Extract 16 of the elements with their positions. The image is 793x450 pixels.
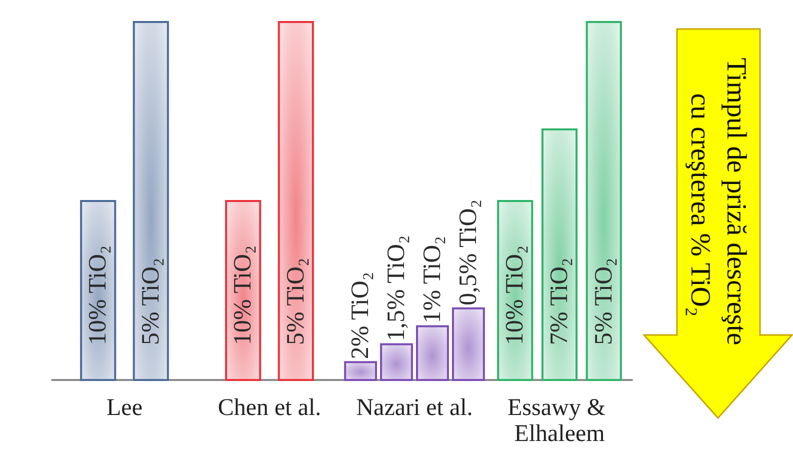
x-tick-label: 7% TiO₂: [546, 258, 573, 345]
x-tick-label: 1,5% TiO₂: [383, 235, 410, 342]
text: Timpul de priză descreşte cu creşterea % TiO₂: [684, 58, 752, 352]
series-label: Chen et al.: [218, 395, 322, 421]
x-tick-label: 5% TiO₂: [590, 258, 618, 345]
x-tick-label: 10% TiO₂: [230, 245, 257, 345]
series-label: Lee: [106, 395, 142, 421]
x-tick-label: 5% TiO₂: [137, 258, 164, 345]
series-label: Nazari et al.: [356, 395, 473, 421]
x-tick-label: 0,5% TiO₂: [454, 199, 482, 306]
x-tick-label: 1% TiO₂: [418, 236, 446, 324]
x-tick-label: 10% TiO₂: [502, 245, 529, 345]
series-label: Essawy & Elhaleem: [508, 395, 612, 447]
x-tick-label: 5% TiO₂: [282, 258, 310, 345]
x-tick-label: 2% TiO₂: [347, 272, 374, 360]
x-tick-label: 10% TiO₂: [84, 245, 112, 345]
